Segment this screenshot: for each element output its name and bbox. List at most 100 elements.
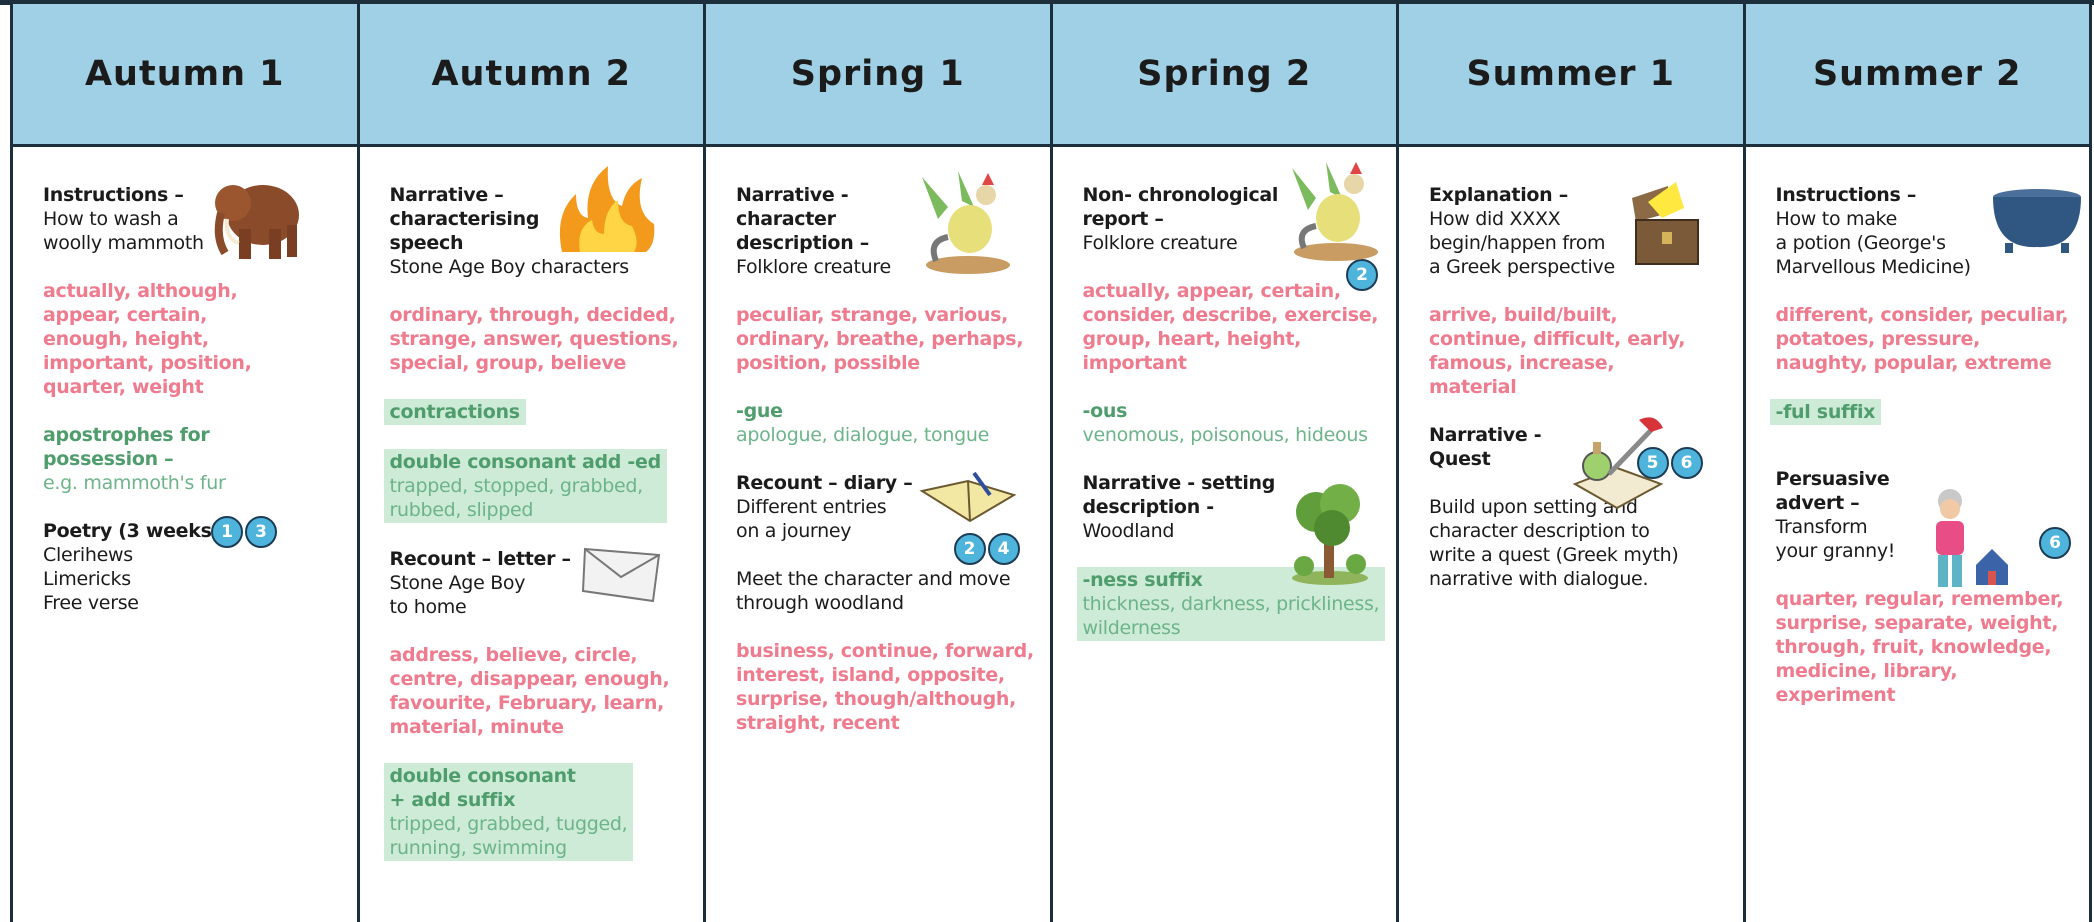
- spelling-words: peculiar, strange, various,: [736, 304, 1009, 326]
- dragon-icon: [922, 171, 1010, 274]
- unit-title: Recount – letter –: [389, 548, 572, 570]
- granny-icon: [1936, 489, 2008, 587]
- spelling-examples: e.g. mammoth's fur: [43, 472, 226, 494]
- cauldron-icon: [1993, 189, 2081, 253]
- unit-description: Different entries: [736, 496, 887, 518]
- term-header: Autumn 2: [359, 4, 703, 147]
- unit-description: Woodland: [1082, 520, 1175, 542]
- spelling-words: position, possible: [736, 352, 920, 374]
- term-body: Narrative - character description – Folklor…: [706, 147, 1050, 759]
- spelling-words: ordinary, breathe, perhaps,: [736, 328, 1024, 350]
- unit-section: Instructions – How to make a potion (Georg…: [1776, 183, 2080, 279]
- unit-title: Narrative -: [736, 184, 849, 206]
- spelling-examples: running, swimming: [389, 837, 568, 859]
- envelope-icon: [581, 547, 661, 603]
- spelling-rule-title: -ous: [1082, 400, 1128, 422]
- spelling-rule: -gue apologue, dialogue, tongue: [736, 399, 1040, 447]
- spelling-rule: -ful suffix: [1769, 399, 1882, 425]
- unit-section: double consonant add -ed trapped, stopped…: [383, 449, 694, 523]
- spelling-words: interest, island, opposite,: [736, 664, 1005, 686]
- spelling-words: quarter, regular, remember,: [1775, 588, 2064, 610]
- spelling-rule-title: double consonant: [389, 765, 576, 787]
- term-column: Spring 2 Non- chronological report – Folklo…: [1052, 4, 1399, 922]
- unit-section: Poetry (3 weeks) Clerihews Limericks Free v…: [43, 516, 347, 615]
- spelling-words: naughty, popular, extreme: [1775, 352, 2052, 374]
- term-header: Spring 2: [1052, 4, 1396, 147]
- unit-title: Non- chronological: [1082, 184, 1279, 206]
- unit-description: Build upon setting and: [1429, 496, 1638, 518]
- unit-section: Narrative – characterising speech Stone Age…: [390, 183, 694, 279]
- unit-title: Narrative - setting: [1082, 472, 1276, 494]
- unit-section: -gue apologue, dialogue, tongue: [736, 399, 1040, 447]
- unit-title: advert –: [1775, 492, 1860, 514]
- unit-section: Recount – letter – Stone Age Boy to home: [390, 547, 694, 619]
- spelling-words: actually, although,: [43, 280, 238, 302]
- strand-badge: 1: [211, 516, 243, 548]
- unit-title: Narrative –: [389, 184, 504, 206]
- unit-description: begin/happen from: [1429, 232, 1606, 254]
- spelling-rule-title: double consonant add -ed: [389, 451, 662, 473]
- spelling-words: surprise, separate, weight,: [1775, 612, 2059, 634]
- unit-section: Recount – diary – Different entries on a j…: [736, 471, 1040, 565]
- unit-section: Non- chronological report – Folklore creat…: [1082, 183, 1387, 291]
- spelling-words: favourite, February, learn,: [389, 692, 665, 714]
- unit-title: description –: [736, 232, 869, 254]
- spelling-words: experiment: [1775, 684, 1896, 706]
- spelling-rule: apostrophes for possession – e.g. mammoth'…: [43, 423, 347, 495]
- spelling-words: actually, appear, certain,: [1082, 280, 1342, 302]
- unit-title: speech: [389, 232, 464, 254]
- spelling-rule-title: -ness suffix: [1082, 569, 1203, 591]
- strand-badge: 6: [1670, 447, 1703, 479]
- spelling-rule-title: possession –: [43, 448, 174, 470]
- unit-description: Free verse: [43, 592, 139, 614]
- term-column: Summer 1 Explanation – How did XXXX begin/h…: [1399, 4, 1746, 922]
- term-column: Summer 2 Instructions – How to make a potio…: [1745, 4, 2092, 922]
- mammoth-icon: [214, 185, 299, 259]
- spelling-words: important: [1082, 352, 1187, 374]
- spelling-words: address, believe, circle,: [389, 644, 638, 666]
- unit-section: apostrophes for possession – e.g. mammoth'…: [43, 423, 347, 495]
- unit-title: Instructions –: [43, 184, 184, 206]
- unit-section: ordinary, through, decided, strange, answ…: [390, 303, 694, 375]
- spelling-rule-title: contractions: [389, 401, 521, 423]
- spelling-words: strange, answer, questions,: [389, 328, 679, 350]
- unit-section: Narrative - character description – Folklor…: [736, 183, 1040, 279]
- unit-description: Limericks: [43, 568, 131, 590]
- unit-section: Persuasive advert – Transform your granny! 6: [1776, 467, 2080, 563]
- term-body: Instructions – How to wash a woolly mammot…: [13, 147, 357, 639]
- unit-description: How to make: [1775, 208, 1898, 230]
- unit-section: Build upon setting and character descript…: [1429, 495, 1733, 591]
- spelling-rule: double consonant + add suffix tripped, gra…: [383, 763, 634, 861]
- unit-description: How did XXXX: [1429, 208, 1561, 230]
- unit-description: to home: [389, 596, 467, 618]
- unit-description: Transform: [1775, 516, 1868, 538]
- unit-section: address, believe, circle, centre, disappe…: [390, 643, 694, 739]
- spelling-rule: contractions: [383, 399, 526, 425]
- unit-title: description -: [1082, 496, 1215, 518]
- unit-section: -ous venomous, poisonous, hideous: [1083, 399, 1387, 447]
- unit-description: Stone Age Boy: [389, 572, 526, 594]
- term-header: Spring 1: [706, 4, 1050, 147]
- term-body: Narrative – characterising speech Stone Age…: [360, 147, 704, 885]
- diary-icon: [919, 471, 1017, 523]
- strand-badge: 3: [245, 516, 277, 548]
- unit-section: contractions: [383, 399, 694, 425]
- spelling-words: centre, disappear, enough,: [389, 668, 670, 690]
- top-border: [0, 0, 2094, 5]
- term-header: Autumn 1: [13, 4, 357, 147]
- tree-icon: [1292, 484, 1368, 585]
- unit-description: Meet the character and move: [736, 568, 1011, 590]
- spelling-words: continue, difficult, early,: [1429, 328, 1686, 350]
- spelling-words: ordinary, through, decided,: [389, 304, 676, 326]
- unit-title: Recount – diary –: [736, 472, 913, 494]
- unit-title: report –: [1082, 208, 1164, 230]
- spelling-words: consider, describe, exercise,: [1082, 304, 1379, 326]
- fire-icon: [559, 166, 655, 252]
- spelling-words: arrive, build/built,: [1429, 304, 1618, 326]
- unit-description: on a journey: [736, 520, 852, 542]
- spelling-words: through, fruit, knowledge,: [1775, 636, 2052, 658]
- term-body: Explanation – How did XXXX begin/happen fr…: [1399, 147, 1743, 615]
- spelling-examples: wilderness: [1082, 617, 1181, 639]
